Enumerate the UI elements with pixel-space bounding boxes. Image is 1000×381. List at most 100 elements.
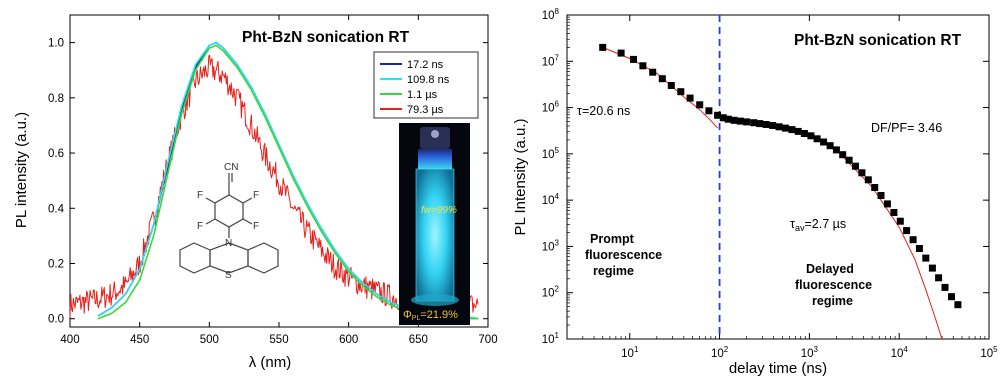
decay-fit-curve-0 bbox=[602, 46, 718, 129]
decay-y-tick-label: 105 bbox=[542, 146, 560, 161]
decay-data-point bbox=[617, 49, 625, 57]
delayed-regime-label-2: fluorescence bbox=[795, 278, 872, 292]
decay-data-point bbox=[743, 118, 751, 126]
decay-data-point bbox=[705, 107, 713, 115]
decay-data-point bbox=[915, 245, 923, 252]
decay-y-tick-label: 103 bbox=[542, 238, 560, 253]
decay-data-point bbox=[896, 217, 904, 225]
spectrum-x-tick-label: 650 bbox=[409, 334, 428, 346]
legend-label-0: 17.2 ns bbox=[407, 59, 444, 71]
decay-data-point bbox=[677, 88, 685, 96]
spectrum-x-tick-label: 600 bbox=[339, 334, 358, 346]
spectrum-title: Pht-BzN sonication RT bbox=[242, 29, 410, 46]
decay-data-point bbox=[877, 192, 885, 199]
decay-data-point bbox=[826, 142, 834, 150]
decay-data-point bbox=[852, 162, 859, 170]
legend-label-2: 1.1 µs bbox=[407, 89, 438, 101]
molecule-cn-label: CN bbox=[224, 162, 238, 173]
spectrum-y-tick-label: 0.8 bbox=[48, 93, 64, 105]
decay-data-point bbox=[775, 123, 783, 131]
prompt-regime-label-3: regime bbox=[593, 264, 634, 278]
molecule-f-label-2: F bbox=[253, 190, 259, 201]
spectrum-y-tick-label: 0.4 bbox=[48, 203, 65, 215]
decay-data-point bbox=[794, 127, 802, 135]
decay-data-point bbox=[800, 130, 808, 137]
decay-data-point bbox=[714, 111, 722, 119]
decay-data-point bbox=[750, 119, 758, 127]
decay-data-point bbox=[639, 62, 647, 70]
vial-photo bbox=[399, 123, 470, 325]
decay-data-point bbox=[658, 75, 666, 83]
molecule-structure-icon bbox=[179, 173, 279, 274]
spectrum-y-ticks: 0.0 0.2 0.4 0.6 0.8 1.0 bbox=[48, 38, 488, 326]
decay-data-point bbox=[941, 283, 949, 291]
decay-title: Pht-BzN sonication RT bbox=[794, 32, 962, 49]
decay-data-point bbox=[820, 138, 828, 146]
decay-data-point bbox=[724, 115, 732, 123]
spectrum-y-tick-label: 0.6 bbox=[48, 148, 64, 160]
decay-data-point bbox=[948, 293, 955, 301]
decay-y-tick-label: 104 bbox=[542, 192, 560, 207]
prompt-regime-label-1: Prompt bbox=[590, 232, 635, 246]
decay-data-point bbox=[909, 236, 917, 244]
decay-data-point bbox=[883, 200, 891, 208]
decay-data-point bbox=[630, 55, 637, 63]
decay-data-point bbox=[736, 117, 744, 125]
delayed-regime-label-1: Delayed bbox=[806, 262, 854, 276]
decay-data-point bbox=[649, 68, 657, 76]
decay-data-point bbox=[903, 227, 911, 235]
spectrum-legend: 17.2 ns 109.8 ns 1.1 µs 79.3 µs bbox=[373, 51, 479, 119]
decay-x-tick-label: 102 bbox=[711, 345, 729, 360]
decay-data-point bbox=[769, 122, 777, 129]
decay-data-point bbox=[599, 43, 607, 51]
decay-x-tick-label: 103 bbox=[801, 345, 819, 360]
decay-y-tick-label: 106 bbox=[542, 100, 560, 115]
decay-data-point bbox=[813, 135, 821, 143]
spectrum-x-tick-label: 450 bbox=[130, 334, 149, 346]
tau-av-annotation: τav=2.7 µs bbox=[790, 217, 846, 233]
decay-data-point bbox=[890, 209, 898, 216]
decay-plot-frame bbox=[566, 14, 990, 340]
decay-data-point bbox=[807, 132, 815, 140]
decay-x-tick-label: 104 bbox=[891, 345, 909, 360]
decay-data-point bbox=[935, 274, 943, 282]
decay-data-point bbox=[719, 114, 727, 122]
decay-data-points bbox=[599, 43, 962, 309]
decay-data-point bbox=[954, 301, 962, 309]
decay-x-tick-label: 105 bbox=[980, 345, 998, 360]
decay-data-point bbox=[667, 82, 675, 89]
vial-phi-label: ΦPL=21.9% bbox=[403, 309, 458, 322]
legend-label-3: 79.3 µs bbox=[407, 104, 444, 116]
spectrum-y-tick-label: 1.0 bbox=[48, 38, 64, 50]
spectrum-y-tick-label: 0.2 bbox=[48, 258, 64, 270]
decay-data-point bbox=[756, 120, 764, 128]
spectrum-x-tick-label: 550 bbox=[269, 334, 288, 346]
decay-data-point bbox=[832, 146, 840, 154]
prompt-regime-label-2: fluorescence bbox=[585, 248, 662, 262]
decay-x-ticks: 101 102 103 104 105 bbox=[566, 15, 998, 360]
spectrum-y-tick-label: 0.0 bbox=[48, 314, 64, 326]
spectrum-x-axis-label: λ (nm) bbox=[249, 354, 292, 371]
decay-y-tick-label: 107 bbox=[542, 53, 560, 68]
decay-data-point bbox=[928, 264, 936, 272]
decay-data-point bbox=[922, 254, 930, 262]
decay-data-point bbox=[871, 184, 879, 191]
decay-data-point bbox=[730, 116, 738, 124]
decay-y-tick-label: 102 bbox=[542, 285, 560, 300]
decay-data-point bbox=[839, 151, 847, 159]
molecule-f-label-4: F bbox=[253, 221, 259, 232]
delayed-regime-label-3: regime bbox=[812, 294, 853, 308]
decay-data-point bbox=[696, 101, 704, 109]
legend-label-1: 109.8 ns bbox=[407, 74, 450, 86]
spectrum-y-axis-label: PL intensity (a.u.) bbox=[13, 112, 30, 228]
decay-data-point bbox=[845, 156, 853, 164]
decay-y-tick-label: 101 bbox=[542, 331, 560, 346]
tau-prompt-annotation: τ=20.6 ns bbox=[577, 104, 630, 118]
molecule-n-label: N bbox=[225, 238, 232, 249]
decay-y-tick-label: 108 bbox=[542, 7, 560, 22]
decay-chart: 101 102 103 104 105 106 107 108 101 102 103 104 105… bbox=[512, 7, 998, 377]
spectrum-x-tick-label: 400 bbox=[60, 334, 79, 346]
decay-x-tick-label: 101 bbox=[621, 345, 639, 360]
decay-x-axis-label: delay time (ns) bbox=[729, 360, 827, 377]
molecule-f-label-1: F bbox=[197, 190, 203, 201]
